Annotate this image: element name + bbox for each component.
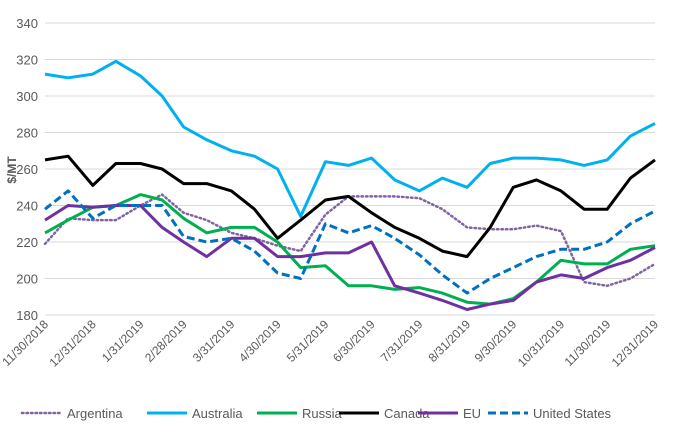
x-tick-label: 12/31/2018 [47, 317, 100, 370]
series-line-australia [44, 59, 656, 218]
gridlines [45, 22, 655, 316]
x-tick-label: 10/31/2019 [515, 317, 568, 370]
x-tick-label: 5/31/2019 [284, 317, 332, 365]
x-tick-label: 11/30/2018 [0, 317, 51, 369]
y-axis-label: $/MT [5, 156, 19, 184]
x-tick-label: 8/31/2019 [426, 317, 474, 365]
series-line-canada [44, 154, 656, 259]
series-line-eu [44, 204, 656, 311]
x-tick-label: 1/31/2019 [99, 317, 147, 365]
legend-label: Australia [192, 406, 243, 421]
series-line-argentina [43, 193, 657, 288]
x-tick-label: 6/30/2019 [330, 317, 378, 365]
legend-label: Argentina [67, 406, 123, 421]
y-tick-label: 200 [16, 272, 38, 287]
y-tick-label: 240 [16, 199, 38, 214]
x-tick-label: 3/31/2019 [190, 317, 238, 365]
y-tick-label: 260 [16, 162, 38, 177]
legend-label: Canada [384, 406, 430, 421]
y-axis-ticks: 180 200 220 240 260 280 300 320 340 [16, 16, 38, 323]
x-tick-label: 9/30/2019 [472, 317, 520, 365]
series-line-russia [44, 193, 656, 306]
y-tick-label: 320 [16, 53, 38, 68]
y-tick-label: 220 [16, 235, 38, 250]
y-tick-label: 300 [16, 89, 38, 104]
legend-label: Russia [302, 406, 343, 421]
x-tick-label: 2/28/2019 [142, 317, 190, 365]
x-tick-label: 12/31/2019 [609, 317, 662, 370]
legend: Argentina Australia Russia Canada EU United S… [20, 406, 612, 421]
x-tick-label: 7/31/2019 [378, 317, 426, 365]
x-tick-label: 4/30/2019 [236, 317, 284, 365]
series-line-united-states [44, 189, 656, 295]
series-lines [43, 59, 657, 311]
y-tick-label: 340 [16, 16, 38, 31]
y-tick-label: 280 [16, 126, 38, 141]
y-tick-label: 180 [16, 308, 38, 323]
legend-label: United States [533, 406, 612, 421]
legend-label: EU [463, 406, 481, 421]
x-tick-label: 11/30/2019 [562, 317, 614, 369]
